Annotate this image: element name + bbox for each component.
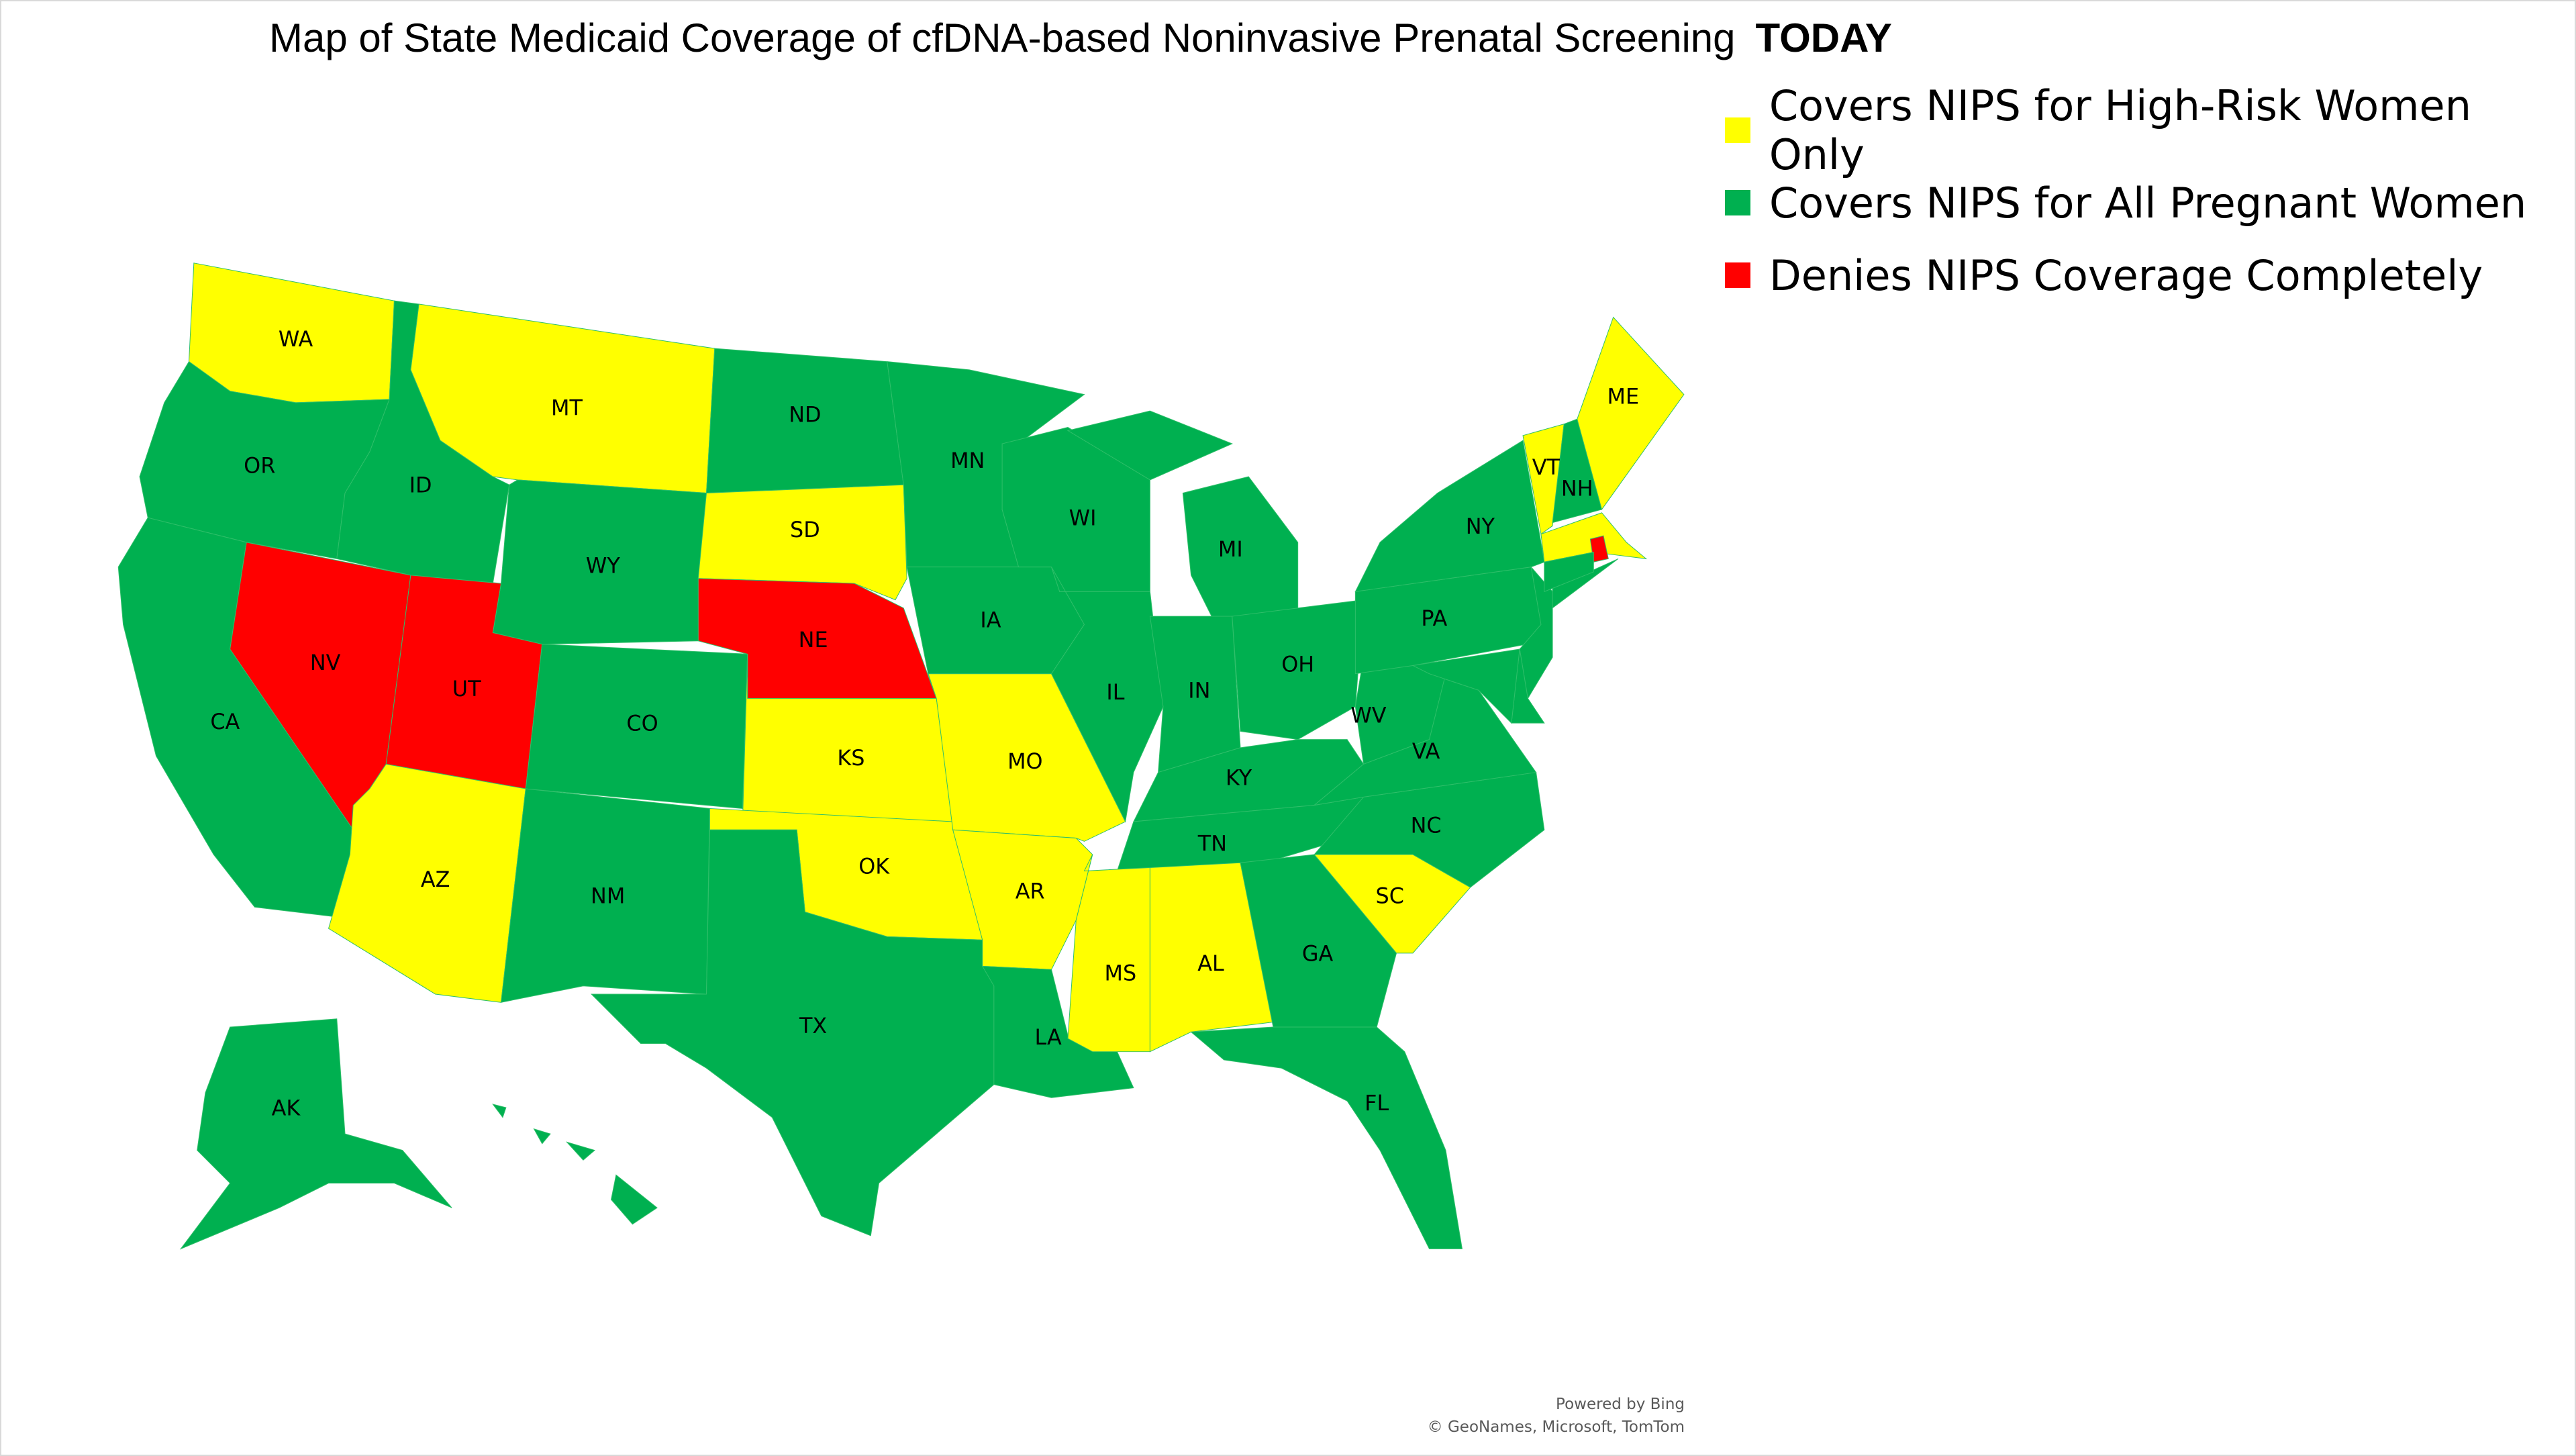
title-emphasis: TODAY [1755,15,1892,60]
legend-swatch [1725,262,1750,288]
state-hi [533,1128,551,1145]
state-label-la: LA [1035,1024,1062,1050]
state-label-mt: MT [551,395,583,421]
state-label-wa: WA [279,326,313,352]
state-label-tn: TN [1197,830,1227,856]
legend-swatch [1725,190,1750,215]
state-label-sc: SC [1376,883,1404,909]
state-label-in: IN [1188,678,1210,703]
state-hi [611,1174,658,1225]
state-hi [565,1141,596,1161]
legend-label: Covers NIPS for High-Risk Women Only [1769,81,2471,179]
legend-item-high-risk: Covers NIPS for High-Risk Women Only [1725,81,2576,179]
state-label-nh: NH [1561,476,1593,501]
state-label-ny: NY [1466,514,1495,539]
state-label-id: ID [409,473,432,498]
state-label-wi: WI [1069,505,1097,531]
state-label-nv: NV [310,650,341,675]
state-label-ky: KY [1226,765,1252,790]
state-label-mn: MN [950,448,985,473]
state-me [1577,316,1685,511]
state-vt [1522,424,1565,535]
state-label-ms: MS [1105,961,1137,986]
state-nm [500,788,710,1003]
state-label-ak: AK [272,1095,301,1120]
state-hi [492,1104,507,1118]
state-label-me: ME [1607,384,1640,409]
map-credits: Powered by Bing © GeoNames, Microsoft, T… [1428,1393,1685,1439]
state-label-sd: SD [790,517,820,542]
state-label-fl: FL [1365,1090,1389,1116]
state-label-il: IL [1106,679,1124,705]
state-ny [1354,440,1545,592]
state-al [1149,862,1274,1053]
legend-item-denies: Denies NIPS Coverage Completely [1725,239,2576,311]
copyright: © GeoNames, Microsoft, TomTom [1427,1418,1685,1436]
state-ak [179,1018,452,1250]
state-label-nm: NM [591,883,625,909]
powered-by: Powered by Bing [1556,1396,1685,1413]
state-co [525,644,748,809]
state-label-tx: TX [799,1013,827,1038]
state-mi [1067,410,1234,481]
legend-swatch [1725,117,1750,143]
state-label-ar: AR [1015,878,1045,904]
state-label-ca: CA [210,709,240,734]
state-oh [1232,599,1365,740]
map-title: Map of State Medicaid Coverage of cfDNA-… [0,15,2161,61]
state-md [1411,648,1520,724]
state-label-ga: GA [1302,940,1334,966]
title-text: Map of State Medicaid Coverage of cfDNA-… [269,15,1736,60]
state-tx [590,829,995,1236]
state-label-co: CO [626,711,658,736]
state-label-pa: PA [1421,605,1447,631]
state-label-ok: OK [858,854,890,879]
state-label-az: AZ [421,867,450,892]
legend-label: Denies NIPS Coverage Completely [1769,250,2483,300]
state-ar [952,829,1093,970]
state-label-nc: NC [1411,812,1442,838]
state-label-nd: ND [789,401,821,427]
state-label-al: AL [1197,951,1224,976]
state-la [981,965,1134,1098]
state-label-ks: KS [837,745,864,771]
state-label-ut: UT [452,676,481,701]
state-ga [1240,854,1397,1028]
state-label-mo: MO [1007,748,1043,774]
state-label-wv: WV [1350,702,1386,728]
state-label-ia: IA [980,607,1001,632]
state-label-va: VA [1412,738,1440,764]
legend: Covers NIPS for High-Risk Women Only Cov… [1725,81,2576,311]
state-label-mi: MI [1218,536,1243,562]
state-label-wy: WY [586,553,620,579]
legend-item-all-women: Covers NIPS for All Pregnant Women [1725,166,2576,239]
state-label-ne: NE [799,627,828,652]
legend-label: Covers NIPS for All Pregnant Women [1769,178,2527,228]
state-ct [1544,551,1594,593]
state-label-or: OR [244,452,275,478]
state-label-oh: OH [1281,651,1314,677]
state-fl [1190,1026,1463,1249]
state-label-vt: VT [1532,454,1561,480]
